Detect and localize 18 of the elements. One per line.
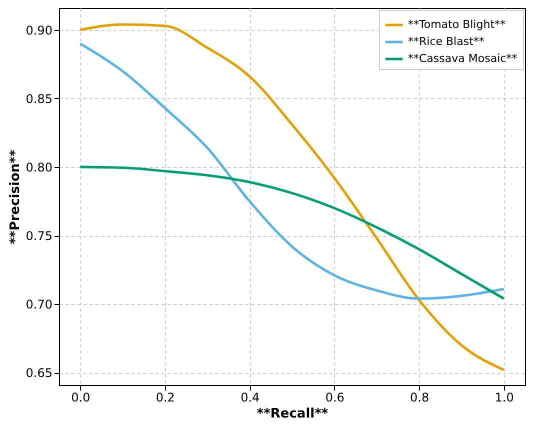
y-tick-label: 0.80 (26, 160, 52, 175)
y-tick-label: 0.85 (26, 92, 52, 106)
x-axis-title: **Recall** (256, 406, 328, 422)
y-tick-label: 0.75 (26, 229, 52, 244)
legend-label: **Cassava Mosaic** (408, 52, 518, 65)
x-tick-label: 0.0 (71, 390, 90, 404)
x-tick-label: 0.8 (410, 390, 430, 404)
x-tick-label: 1.0 (494, 390, 514, 404)
x-tick-label: 0.4 (240, 390, 260, 404)
legend-label: **Tomato Blight** (408, 18, 506, 31)
y-tick-label: 0.90 (26, 23, 52, 38)
x-tick-label: 0.6 (325, 390, 344, 404)
y-axis-title: **Precision** (8, 150, 23, 244)
y-tick-label: 0.70 (26, 298, 52, 312)
line-series (78, 166, 506, 300)
x-tick-label: 0.2 (156, 390, 175, 404)
legend-label: **Rice Blast** (408, 35, 485, 48)
y-tick-label: 0.65 (26, 366, 52, 380)
